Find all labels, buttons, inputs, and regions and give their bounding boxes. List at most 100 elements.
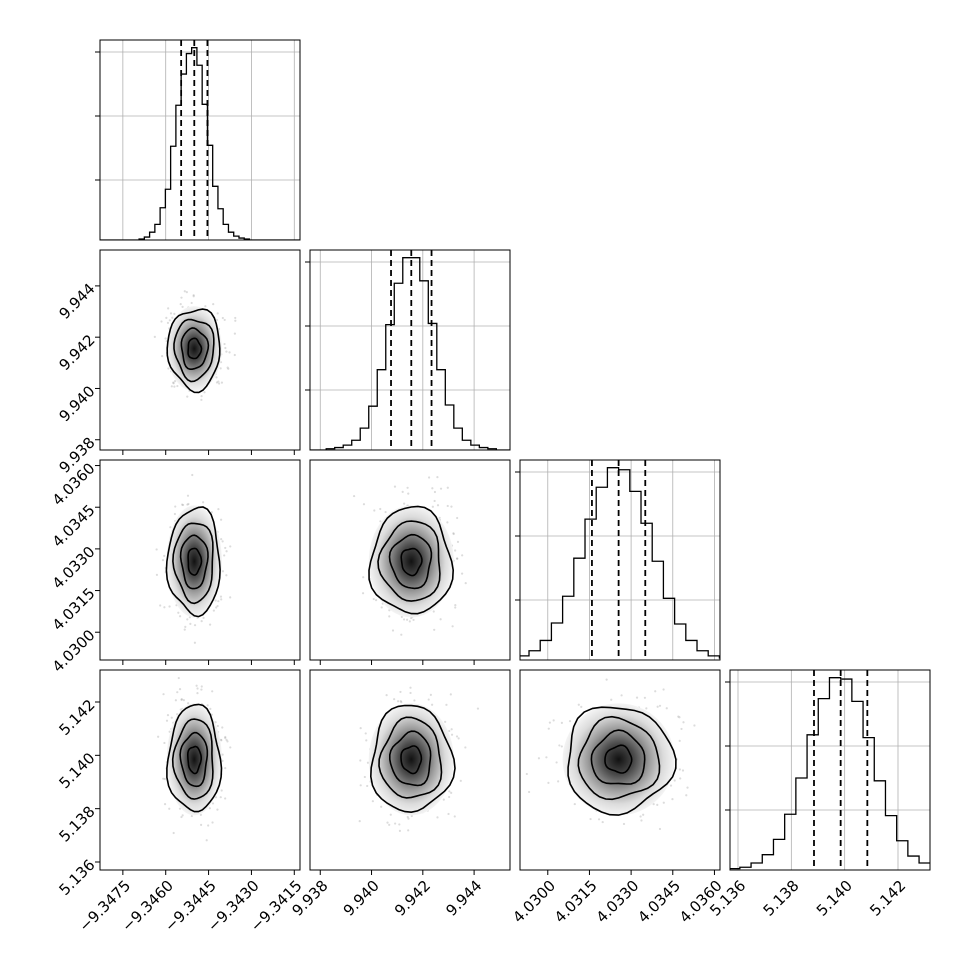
scatter-point (545, 756, 548, 759)
scatter-point (678, 768, 681, 771)
scatter-point (456, 516, 459, 520)
scatter-point (432, 610, 435, 613)
scatter-point (219, 595, 223, 598)
y-tick-label: 4.0345 (49, 501, 99, 551)
scatter-point (400, 633, 403, 636)
scatter-point (528, 790, 531, 794)
scatter-point (170, 385, 173, 388)
scatter-point (407, 829, 410, 832)
scatter-point (172, 382, 175, 385)
scatter-point (177, 611, 180, 614)
scatter-point (384, 510, 387, 514)
scatter-point (220, 598, 223, 601)
scatter-point (371, 800, 374, 803)
scatter-point (658, 827, 662, 831)
contour-level-3 (171, 718, 214, 800)
scatter-point (189, 622, 192, 625)
scatter-point (399, 699, 402, 703)
x-tick-label: 4.0330 (593, 877, 643, 927)
histogram-step-line (730, 677, 930, 870)
scatter-point (233, 332, 236, 335)
x-tick-label: 5.142 (866, 877, 909, 920)
scatter-point (173, 512, 177, 516)
scatter-point (220, 537, 223, 541)
scatter-point (352, 494, 356, 498)
scatter-point (221, 540, 224, 543)
scatter-point (365, 739, 368, 742)
scatter-point (181, 305, 184, 308)
scatter-point (359, 759, 362, 762)
scatter-point (223, 318, 226, 322)
scatter-point (167, 307, 170, 310)
scatter-point (164, 337, 167, 340)
scatter-point (168, 605, 171, 608)
scatter-point (408, 620, 411, 623)
scatter-point (203, 391, 206, 394)
scatter-point (176, 691, 179, 694)
scatter-point (196, 687, 199, 690)
scatter-point (211, 802, 215, 805)
scatter-point (157, 735, 160, 738)
scatter-point (215, 381, 219, 384)
scatter-point (455, 735, 459, 738)
scatter-point (427, 476, 431, 479)
scatter-point (219, 796, 222, 799)
scatter-point (178, 615, 182, 618)
scatter-point (476, 707, 480, 710)
scatter-point (398, 823, 401, 826)
x-tick-label: 5.140 (813, 877, 856, 920)
scatter-point (656, 705, 659, 708)
scatter-point (224, 735, 227, 739)
scatter-point (223, 342, 226, 346)
y-tick-label: 9.940 (55, 382, 98, 425)
scatter-point (217, 508, 220, 511)
scatter-point (180, 698, 183, 701)
scatter-point (555, 761, 558, 764)
scatter-point (433, 499, 436, 503)
scatter-point (155, 548, 158, 551)
scatter-point (436, 816, 439, 819)
scatter-point (206, 704, 209, 707)
scatter-point (454, 549, 457, 552)
scatter-point (685, 794, 688, 797)
scatter-point (388, 823, 391, 826)
scatter-point (642, 813, 645, 816)
scatter-point (427, 698, 430, 701)
scatter-point (180, 296, 183, 299)
scatter-point (409, 691, 412, 695)
scatter-point (184, 625, 187, 628)
scatter-point (173, 385, 176, 388)
panel-frame (99, 249, 301, 451)
scatter-point (448, 790, 451, 793)
scatter-point (451, 625, 454, 628)
scatter-point (686, 786, 689, 789)
scatter-point (166, 321, 170, 324)
scatter-point (215, 376, 218, 379)
panels-layer (95, 39, 931, 875)
scatter-point (400, 615, 403, 619)
scatter-point (399, 690, 402, 694)
scatter-point (219, 738, 223, 741)
scatter-point (456, 557, 459, 560)
scatter-point (431, 505, 434, 508)
contour-level-1 (187, 547, 203, 576)
scatter-point (193, 641, 197, 644)
contour-level-4 (166, 308, 221, 394)
contour-level-1 (186, 745, 202, 775)
scatter-point (640, 819, 643, 822)
panel-frame (309, 249, 511, 451)
scatter-point (179, 303, 182, 306)
scatter-point (192, 294, 195, 297)
scatter-point (693, 724, 696, 727)
scatter-point (234, 319, 237, 322)
scatter-point (202, 501, 205, 504)
scatter-point (464, 746, 467, 749)
scatter-point (577, 703, 580, 706)
scatter-point (226, 366, 229, 369)
scatter-point (190, 814, 193, 818)
scatter-point (359, 727, 362, 730)
scatter-point (214, 796, 218, 799)
scatter-point (190, 301, 193, 305)
y-tick-label: 4.0315 (49, 584, 99, 634)
contour-level-3 (577, 715, 661, 801)
